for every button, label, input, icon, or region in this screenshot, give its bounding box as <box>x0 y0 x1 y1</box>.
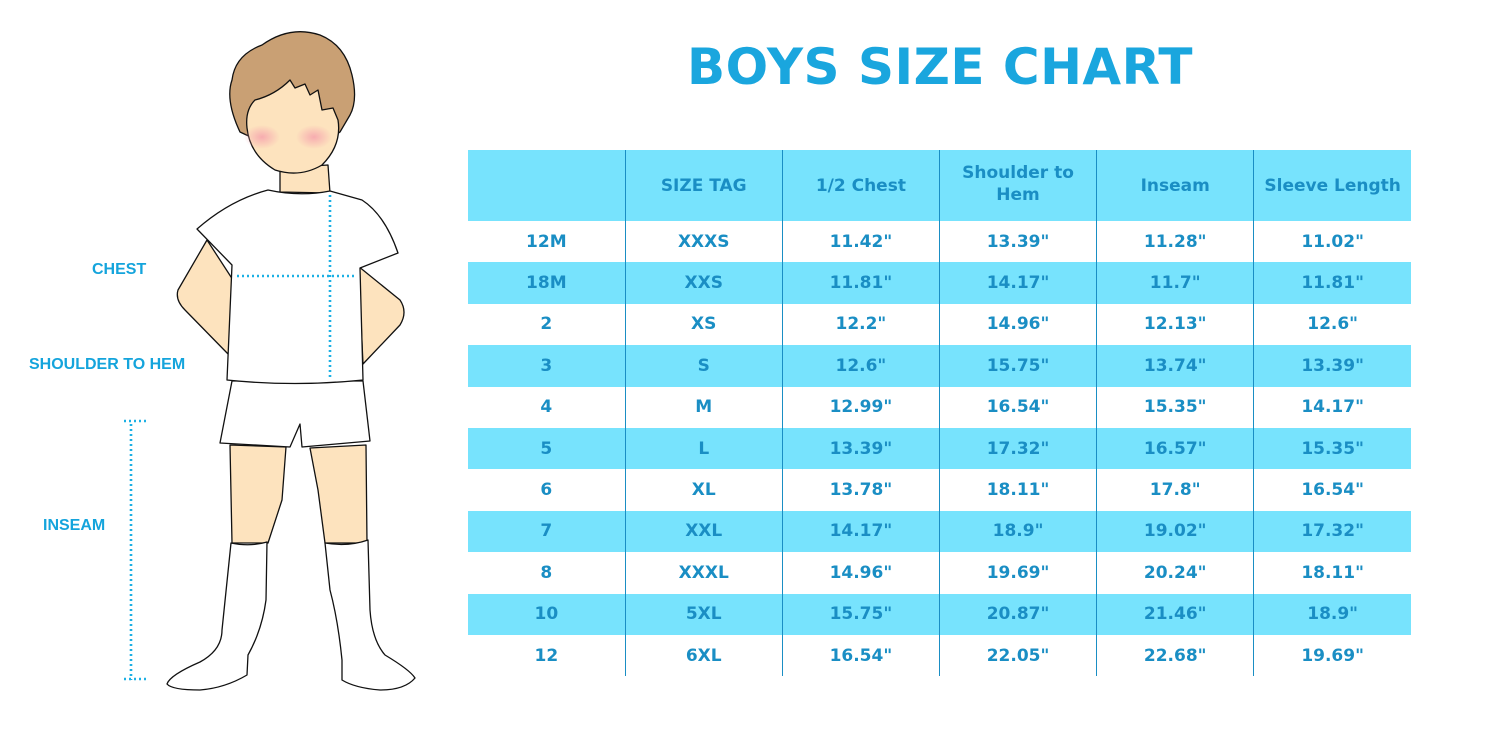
table-cell: 17.32" <box>938 427 1097 470</box>
table-row: 2 XS 12.2" 14.96" 12.13" 12.6" <box>468 303 1411 346</box>
right-arm <box>357 265 405 365</box>
table-cell: 11.7" <box>1096 262 1254 304</box>
table-row: 8 XXXL 14.96" 19.69" 20.24" 18.11" <box>468 552 1411 594</box>
table-cell: 4 <box>540 397 553 418</box>
table-cell: 14.17" <box>938 262 1097 304</box>
table-cell: XS <box>624 303 783 346</box>
table-cell: XXXS <box>624 221 783 263</box>
table-cell: 16.54" <box>938 386 1097 428</box>
table-cell: XXL <box>624 510 783 553</box>
table-cell: 3 <box>468 345 626 387</box>
table-cell: 18.11" <box>938 469 1097 511</box>
boy-measurement-illustration <box>124 31 416 691</box>
table-cell: 18M <box>468 262 626 304</box>
table-cell: 17.32" <box>1253 510 1411 553</box>
table-cell: 19.69" <box>938 552 1097 594</box>
table-cell: 15.75" <box>781 593 940 635</box>
table-cell: 13.74" <box>1096 345 1254 387</box>
table-cell: 17.8" <box>1096 469 1254 511</box>
table-cell: XXS <box>624 262 783 304</box>
table-cell: 20.87" <box>938 593 1097 635</box>
table-cell: 22.68" <box>1096 634 1254 677</box>
table-cell: 19.69" <box>1253 634 1411 677</box>
table-cell: 2 <box>540 314 553 335</box>
table-row: 7 XXL 14.17" 18.9" 19.02" 17.32" <box>468 510 1411 553</box>
left-leg <box>229 444 287 544</box>
table-cell: 12 <box>534 645 559 666</box>
right-sock <box>324 539 416 691</box>
table-cell: M <box>624 386 783 428</box>
table-cell: 22.05" <box>938 634 1097 677</box>
column-header: Sleeve Length <box>1253 150 1411 221</box>
table-cell: 12.99" <box>781 386 940 428</box>
table-cell: 12.13" <box>1096 303 1254 346</box>
table-cell: 5XL <box>624 593 783 635</box>
inseam-label: INSEAM <box>43 517 106 534</box>
table-cell: 13.39" <box>781 427 940 470</box>
table-row: 4 M 12.99" 16.54" 15.35" 14.17" <box>468 386 1411 428</box>
table-row: 12M XXXS 11.42" 13.39" 11.28" 11.02" <box>468 221 1411 263</box>
table-cell: L <box>624 427 783 470</box>
size-chart-table: SIZE TAG 1/2 Chest Shoulder to Hem Inseam Sl… <box>468 150 1411 677</box>
table-cell: 15.35" <box>1096 386 1254 428</box>
table-cell: 12.2" <box>781 303 940 346</box>
table-cell: 11.28" <box>1096 221 1254 263</box>
table-cell: 18.11" <box>1253 552 1411 594</box>
table-cell: 7 <box>468 510 626 553</box>
table-cell: 12.6" <box>1253 303 1411 346</box>
table-cell: 10 <box>468 593 626 635</box>
table-cell: S <box>624 345 783 387</box>
shoulder-to-hem-label: SHOULDER TO HEM <box>29 356 186 373</box>
table-cell: 18.9" <box>938 510 1097 553</box>
column-header <box>468 150 626 221</box>
table-cell: 12M <box>526 231 567 252</box>
table-cell: 13.39" <box>1253 345 1411 387</box>
table-cell: 13.78" <box>781 469 940 511</box>
page-title: BOYS SIZE CHART <box>687 38 1193 96</box>
table-row: 10 5XL 15.75" 20.87" 21.46" 18.9" <box>468 593 1411 635</box>
table-cell: 16.54" <box>781 634 940 677</box>
table-cell: 5 <box>468 427 626 470</box>
table-cell: 13.39" <box>938 221 1097 263</box>
shirt <box>196 189 399 385</box>
table-cell: 14.17" <box>781 510 940 553</box>
table-row: 18M XXS 11.81" 14.17" 11.7" 11.81" <box>468 262 1411 304</box>
table-row: 12 6XL 16.54" 22.05" 22.68" 19.69" <box>468 634 1411 677</box>
table-cell: 14.96" <box>938 303 1097 346</box>
column-header: Inseam <box>1096 150 1254 221</box>
chest-label: CHEST <box>92 261 147 278</box>
table-cell: 11.42" <box>781 221 940 263</box>
table-cell: 15.35" <box>1253 427 1411 470</box>
column-header: SIZE TAG <box>624 150 783 221</box>
table-cell: 19.02" <box>1096 510 1254 553</box>
table-cell: 15.75" <box>938 345 1097 387</box>
table-cell: 11.81" <box>1253 262 1411 304</box>
table-cell: 8 <box>540 562 553 583</box>
table-cell: 11.81" <box>781 262 940 304</box>
table-row: 6 XL 13.78" 18.11" 17.8" 16.54" <box>468 469 1411 511</box>
table-cell: XL <box>624 469 783 511</box>
column-header: Shoulder to Hem <box>938 150 1097 221</box>
table-cell: 21.46" <box>1096 593 1254 635</box>
shorts <box>219 380 371 448</box>
table-cell: 6 <box>540 480 553 501</box>
table-cell: XXXL <box>624 552 783 594</box>
table-cell: 14.17" <box>1253 386 1411 428</box>
table-cell: 16.54" <box>1253 469 1411 511</box>
left-arm <box>176 239 234 357</box>
table-cell: 20.24" <box>1096 552 1254 594</box>
left-sock <box>166 541 268 691</box>
table-cell: 14.96" <box>781 552 940 594</box>
table-cell: 16.57" <box>1096 427 1254 470</box>
face <box>246 79 340 174</box>
table-cell: 12.6" <box>781 345 940 387</box>
right-leg <box>309 444 368 544</box>
column-header: 1/2 Chest <box>781 150 940 221</box>
table-cell: 11.02" <box>1253 221 1411 263</box>
table-cell: 18.9" <box>1253 593 1411 635</box>
table-cell: 6XL <box>624 634 783 677</box>
table-row: 5 L 13.39" 17.32" 16.57" 15.35" <box>468 427 1411 470</box>
table-row: 3 S 12.6" 15.75" 13.74" 13.39" <box>468 345 1411 387</box>
